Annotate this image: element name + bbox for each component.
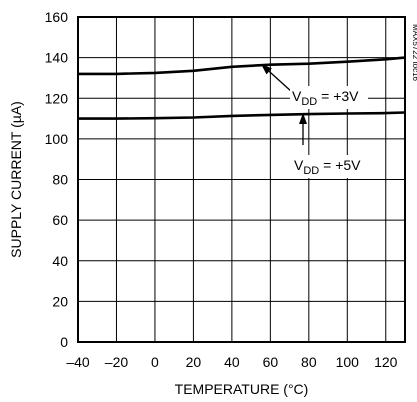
x-tick-label: 20 [186,354,202,370]
vdd-3v-label-main: V [292,88,302,104]
y-tick-labels: 0 20 40 60 80 100 120 140 160 [45,9,69,350]
vdd-5v-label-main: V [294,157,304,173]
y-tick-label: 0 [60,334,68,350]
y-tick-label: 100 [45,131,69,147]
x-tick-label: 0 [151,354,159,370]
x-tick-label: 40 [224,354,240,370]
vdd-3v-annotation: VDD = +3V [261,64,368,109]
vdd-5v-label-rest: = +5V [319,157,361,173]
x-tick-label: 60 [263,354,279,370]
plot-frame [77,16,406,343]
figure-id: MAX5722 toc16 [411,24,417,81]
vdd-3v-arrowhead [261,64,272,75]
y-tick-label: 120 [45,90,69,106]
y-tick-label: 60 [52,212,68,228]
y-tick-label: 160 [45,9,69,25]
x-tick-label: –40 [66,354,90,370]
series-line-vdd-3v [78,56,406,76]
x-axis-title: TEMPERATURE (°C) [175,381,309,397]
x-tick-labels: –40 –20 0 20 40 60 80 100 120 [66,354,397,370]
vdd-3v-label-bg [290,86,368,109]
y-tick-label: 20 [52,293,68,309]
x-tick-label: 120 [374,354,398,370]
vdd-3v-label-rest: = +3V [317,88,359,104]
x-tick-label: –20 [105,354,129,370]
y-tick-label: 40 [52,253,68,269]
vdd-3v-label: VDD = +3V [292,88,359,108]
x-tick-label: 100 [336,354,360,370]
vdd-5v-annotation: VDD = +5V [292,113,370,178]
y-tick-label: 80 [52,172,68,188]
data-curves [78,56,406,120]
vdd-5v-arrowhead [299,113,307,124]
y-axis-title: SUPPLY CURRENT (µA) [8,101,24,258]
vdd-3v-label-sub: DD [301,96,317,108]
x-tick-label: 80 [301,354,317,370]
vdd-5v-label: VDD = +5V [294,157,361,177]
series-line-vdd-5v [78,111,406,120]
vdd-5v-label-bg [292,155,370,178]
vdd-3v-leader [268,70,293,93]
vdd-5v-label-sub: DD [303,165,319,177]
y-tick-label: 140 [45,50,69,66]
